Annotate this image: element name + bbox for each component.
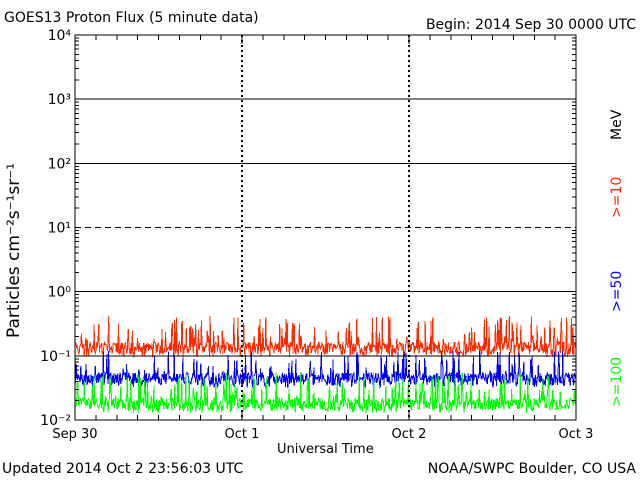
- y-tick-label: 10³: [48, 92, 71, 108]
- series-layer: [74, 315, 577, 414]
- y-tick-label: 10¹: [48, 221, 71, 237]
- x-axis-label: Universal Time: [277, 442, 374, 457]
- data-credit: NOAA/SWPC Boulder, CO USA: [427, 461, 636, 477]
- series-line-100mev: [74, 372, 577, 414]
- chart-title: GOES13 Proton Flux (5 minute data): [4, 10, 259, 26]
- legend-entry-10mev: >=10: [609, 176, 625, 218]
- begin-time: Begin: 2014 Sep 30 0000 UTC: [425, 17, 636, 33]
- x-tick-label: Sep 30: [52, 427, 97, 442]
- legend-unit: MeV: [609, 109, 625, 140]
- legend-entry-100mev: >=100: [609, 356, 625, 407]
- grid-layer: [75, 35, 576, 420]
- y-tick-label: 10⁻¹: [40, 349, 71, 365]
- x-tick-label: Oct 3: [559, 427, 594, 442]
- tick-label-layer: 10⁻² 10⁻¹ 10⁰ 10¹ 10² 10³ 10⁴ Sep 30 Oct 1 Oct 2 O…: [40, 28, 593, 442]
- x-tick-label: Oct 1: [225, 427, 260, 442]
- legend-entry-50mev: >=50: [609, 270, 625, 312]
- x-tick-label: Oct 2: [392, 427, 427, 442]
- frame-layer: [74, 34, 577, 421]
- y-tick-label: 10⁻²: [40, 413, 71, 429]
- y-tick-label: 10⁰: [48, 285, 72, 301]
- y-tick-label: 10⁴: [48, 28, 72, 44]
- series-line-50mev: [74, 350, 577, 389]
- y-tick-label: 10²: [48, 156, 71, 172]
- y-axis-label: Particles cm⁻²s⁻¹sr⁻¹: [4, 162, 24, 338]
- series-line-10mev: [74, 315, 577, 358]
- updated-timestamp: Updated 2014 Oct 2 23:56:03 UTC: [2, 461, 244, 477]
